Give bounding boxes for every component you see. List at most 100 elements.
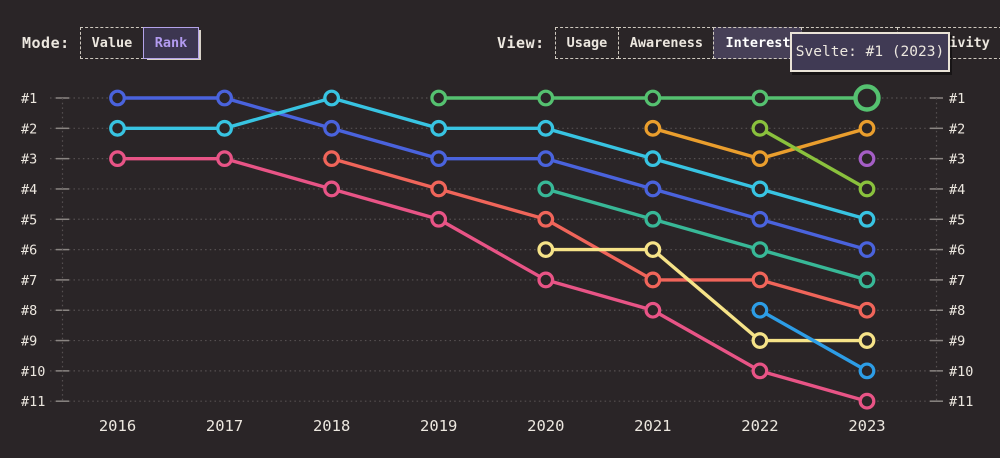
royal-blue-line-point[interactable]	[109, 89, 126, 107]
rank-label-right: #2	[949, 121, 965, 137]
mode-label: Mode:	[22, 34, 70, 52]
lime-line-point[interactable]	[751, 119, 769, 137]
royal-blue-line-point[interactable]	[430, 150, 448, 168]
year-label: 2016	[99, 417, 136, 435]
cyan-line	[117, 96, 868, 221]
red-line-point[interactable]	[537, 210, 555, 228]
lime-line	[759, 126, 868, 191]
azure-line	[759, 308, 868, 373]
rank-label-left: #6	[21, 243, 37, 259]
royal-blue-line-point[interactable]	[323, 119, 341, 137]
yellow-line-point[interactable]	[858, 332, 876, 349]
red-line-point[interactable]	[751, 271, 769, 289]
cyan-line-point[interactable]	[537, 119, 555, 137]
pink-line-point[interactable]	[430, 210, 448, 228]
pink-line-point[interactable]	[537, 271, 555, 289]
view-awareness-button[interactable]: Awareness	[617, 27, 715, 59]
red-line-point[interactable]	[644, 271, 662, 289]
toolbar: Mode: Value Rank View: Usage Awareness I…	[0, 0, 1000, 80]
teal-line-point[interactable]	[751, 241, 769, 259]
rank-label-left: #10	[21, 364, 45, 380]
royal-blue-line-point[interactable]	[537, 150, 555, 168]
azure-line-point[interactable]	[858, 362, 876, 380]
rank-label-right: #5	[949, 212, 965, 228]
rank-label-left: #1	[21, 91, 37, 107]
view-usage-button[interactable]: Usage	[554, 27, 620, 59]
pink-line-point[interactable]	[858, 392, 876, 410]
yellow-line-point[interactable]	[644, 241, 662, 259]
view-label: View:	[497, 34, 545, 52]
cyan-line-point[interactable]	[430, 119, 448, 137]
teal-line-point[interactable]	[537, 180, 555, 198]
rank-label-right: #6	[949, 243, 965, 259]
teal-line-point[interactable]	[858, 271, 876, 289]
rank-label-left: #11	[21, 394, 45, 410]
royal-blue-line-point[interactable]	[858, 241, 876, 259]
year-label: 2021	[634, 417, 671, 435]
mode-control: Mode: Value Rank	[22, 27, 200, 59]
cyan-line-point[interactable]	[109, 119, 126, 137]
pink-line-point[interactable]	[751, 362, 769, 380]
red-line-point[interactable]	[323, 150, 341, 168]
rank-label-left: #5	[21, 212, 37, 228]
rank-label-right: #10	[949, 364, 973, 380]
svelte-line-point[interactable]	[430, 89, 448, 107]
red-line-point[interactable]	[858, 301, 876, 319]
year-label: 2019	[420, 417, 457, 435]
royal-blue-line-point[interactable]	[751, 210, 769, 228]
pink-line-point[interactable]	[109, 150, 126, 168]
cyan-line-point[interactable]	[216, 119, 233, 137]
rank-label-left: #8	[21, 303, 37, 319]
amber-line-point[interactable]	[644, 119, 662, 137]
cyan-line-point[interactable]	[751, 180, 769, 198]
hovered-data-point[interactable]	[853, 84, 881, 112]
year-label: 2017	[206, 417, 243, 435]
yellow-line-point[interactable]	[537, 241, 555, 259]
purple-point-point[interactable]	[858, 150, 876, 168]
pink-line	[117, 156, 868, 403]
rank-label-right: #7	[949, 273, 965, 289]
rank-label-right: #4	[949, 182, 965, 198]
rank-label-left: #7	[21, 273, 37, 289]
pink-line-point[interactable]	[644, 301, 662, 319]
pink-line-point[interactable]	[216, 150, 233, 168]
pink-line-point[interactable]	[323, 180, 341, 198]
tooltip-text: Svelte: #1 (2023)	[795, 44, 945, 60]
rank-label-right: #3	[949, 152, 965, 168]
rank-label-left: #4	[21, 182, 37, 198]
red-line	[331, 157, 868, 312]
view-button-group: Usage Awareness Interest Retention Posit…	[554, 27, 1000, 59]
svelte-line-point[interactable]	[644, 89, 662, 107]
rank-label-right: #9	[949, 334, 965, 350]
rank-label-right: #11	[949, 394, 973, 410]
cyan-line-point[interactable]	[644, 150, 662, 168]
mode-value-button[interactable]: Value	[79, 27, 145, 59]
azure-line-point[interactable]	[751, 301, 769, 319]
yellow-line-point[interactable]	[751, 332, 769, 349]
view-control: View: Usage Awareness Interest Retention…	[497, 27, 1000, 59]
lime-line-point[interactable]	[858, 180, 876, 198]
chart-tooltip: Svelte: #1 (2023)	[790, 32, 950, 72]
rank-label-right: #1	[949, 91, 965, 107]
royal-blue-line-point[interactable]	[216, 89, 233, 107]
rank-label-left: #3	[21, 152, 37, 168]
cyan-line-point[interactable]	[323, 89, 341, 107]
rank-label-left: #9	[21, 334, 37, 350]
royal-blue-line-point[interactable]	[644, 180, 662, 198]
year-label: 2018	[313, 417, 350, 435]
year-label: 2022	[741, 417, 778, 435]
amber-line-point[interactable]	[751, 150, 769, 168]
teal-line-point[interactable]	[644, 210, 662, 228]
cyan-line-point[interactable]	[858, 210, 876, 228]
svelte-line-point[interactable]	[751, 89, 769, 107]
amber-line-point[interactable]	[858, 119, 876, 137]
svelte-line-point[interactable]	[537, 89, 555, 107]
mode-rank-button[interactable]: Rank	[142, 27, 200, 59]
rank-label-right: #8	[949, 303, 965, 319]
red-line-point[interactable]	[430, 180, 448, 198]
rank-label-left: #2	[21, 121, 37, 137]
view-interest-button[interactable]: Interest	[713, 27, 803, 59]
teal-line	[545, 187, 868, 282]
mode-button-group: Value Rank	[79, 27, 200, 59]
